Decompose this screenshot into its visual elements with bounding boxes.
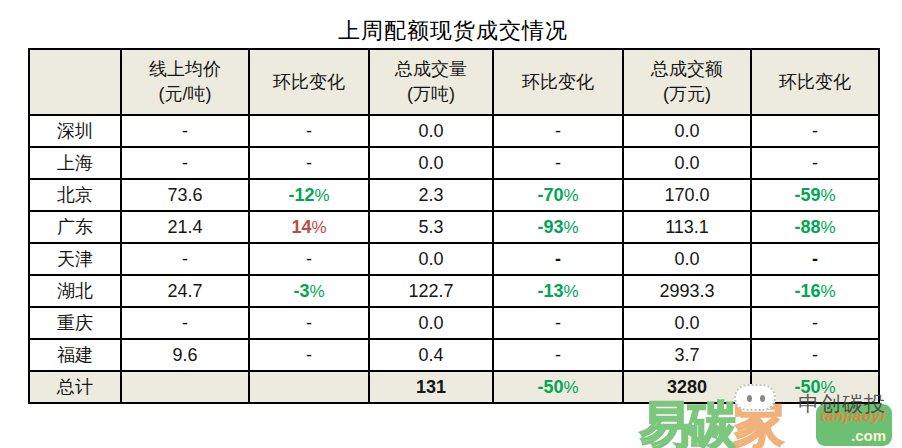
value-cell: 0.0	[369, 115, 493, 147]
value-cell: -	[751, 339, 879, 371]
header-cell: 环比变化	[751, 49, 879, 115]
value-cell: -50%	[493, 371, 623, 403]
table-row: 深圳--0.0-0.0-	[29, 115, 879, 147]
value-cell: 0.0	[623, 115, 751, 147]
value-cell: -	[249, 243, 369, 275]
chat-bubble-icon	[734, 384, 776, 411]
watermark-overlay-text: 申创碳投	[798, 390, 886, 418]
region-label: 总计	[29, 371, 121, 403]
value-cell: -59%	[751, 179, 879, 211]
value-cell: -	[121, 115, 249, 147]
watermark: 易碳家 tanjiaoyi .com 申创碳投	[638, 384, 902, 448]
value-cell: -88%	[751, 211, 879, 243]
value-cell: 131	[369, 371, 493, 403]
region-label: 天津	[29, 243, 121, 275]
region-label: 湖北	[29, 275, 121, 307]
value-cell: -	[493, 339, 623, 371]
table-row: 重庆--0.0-0.0-	[29, 307, 879, 339]
region-label: 北京	[29, 179, 121, 211]
value-cell: 3.7	[623, 339, 751, 371]
value-cell: 24.7	[121, 275, 249, 307]
tld-text: .com	[851, 427, 886, 444]
value-cell: -93%	[493, 211, 623, 243]
value-cell: -3%	[249, 275, 369, 307]
value-cell: 0.4	[369, 339, 493, 371]
value-cell: 73.6	[121, 179, 249, 211]
region-label: 重庆	[29, 307, 121, 339]
brand-text-green: 易碳	[640, 397, 734, 448]
value-cell: -	[751, 115, 879, 147]
header-cell	[29, 49, 121, 115]
quota-trading-table: 线上均价(元/吨)环比变化总成交量(万吨)环比变化总成交额(万元)环比变化 深圳…	[28, 48, 880, 404]
value-cell: 0.0	[369, 243, 493, 275]
value-cell: -	[493, 147, 623, 179]
table-row: 天津--0.0-0.0-	[29, 243, 879, 275]
value-cell: 9.6	[121, 339, 249, 371]
value-cell: -	[249, 115, 369, 147]
value-cell: -	[249, 339, 369, 371]
bubble-eye-left	[747, 395, 752, 402]
value-cell: 0.0	[369, 147, 493, 179]
value-cell: 2993.3	[623, 275, 751, 307]
value-cell: 0.0	[623, 307, 751, 339]
value-cell: 122.7	[369, 275, 493, 307]
value-cell: -	[121, 147, 249, 179]
region-label: 广东	[29, 211, 121, 243]
value-cell: -13%	[493, 275, 623, 307]
value-cell: 113.1	[623, 211, 751, 243]
header-cell: 总成交量(万吨)	[369, 49, 493, 115]
region-label: 上海	[29, 147, 121, 179]
value-cell: 0.0	[623, 147, 751, 179]
value-cell: -	[249, 147, 369, 179]
value-cell: -	[493, 307, 623, 339]
region-label: 福建	[29, 339, 121, 371]
table-body: 深圳--0.0-0.0-上海--0.0-0.0-北京73.6-12%2.3-70…	[29, 115, 879, 403]
region-label: 深圳	[29, 115, 121, 147]
table-row: 北京73.6-12%2.3-70%170.0-59%	[29, 179, 879, 211]
value-cell: -70%	[493, 179, 623, 211]
value-cell: -	[751, 147, 879, 179]
header-row: 线上均价(元/吨)环比变化总成交量(万吨)环比变化总成交额(万元)环比变化	[29, 49, 879, 115]
table-row: 湖北24.7-3%122.7-13%2993.3-16%	[29, 275, 879, 307]
header-cell: 环比变化	[493, 49, 623, 115]
value-cell: -	[249, 307, 369, 339]
value-cell: 2.3	[369, 179, 493, 211]
value-cell: -	[751, 307, 879, 339]
value-cell	[121, 371, 249, 403]
header-cell: 线上均价(元/吨)	[121, 49, 249, 115]
value-cell: -	[751, 243, 879, 275]
value-cell: 5.3	[369, 211, 493, 243]
value-cell: -	[493, 243, 623, 275]
value-cell: 21.4	[121, 211, 249, 243]
value-cell: -16%	[751, 275, 879, 307]
value-cell: 0.0	[623, 243, 751, 275]
value-cell: 14%	[249, 211, 369, 243]
value-cell: -	[493, 115, 623, 147]
value-cell: -	[121, 243, 249, 275]
value-cell: -	[121, 307, 249, 339]
table-row: 广东21.414%5.3-93%113.1-88%	[29, 211, 879, 243]
value-cell: 0.0	[369, 307, 493, 339]
header-cell: 总成交额(万元)	[623, 49, 751, 115]
table-header: 线上均价(元/吨)环比变化总成交量(万吨)环比变化总成交额(万元)环比变化	[29, 49, 879, 115]
table-row: 福建9.6-0.4-3.7-	[29, 339, 879, 371]
page-title: 上周配额现货成交情况	[28, 16, 878, 46]
bubble-eye-right	[760, 395, 765, 402]
table-row: 上海--0.0-0.0-	[29, 147, 879, 179]
header-cell: 环比变化	[249, 49, 369, 115]
value-cell: -12%	[249, 179, 369, 211]
value-cell	[249, 371, 369, 403]
value-cell: 170.0	[623, 179, 751, 211]
